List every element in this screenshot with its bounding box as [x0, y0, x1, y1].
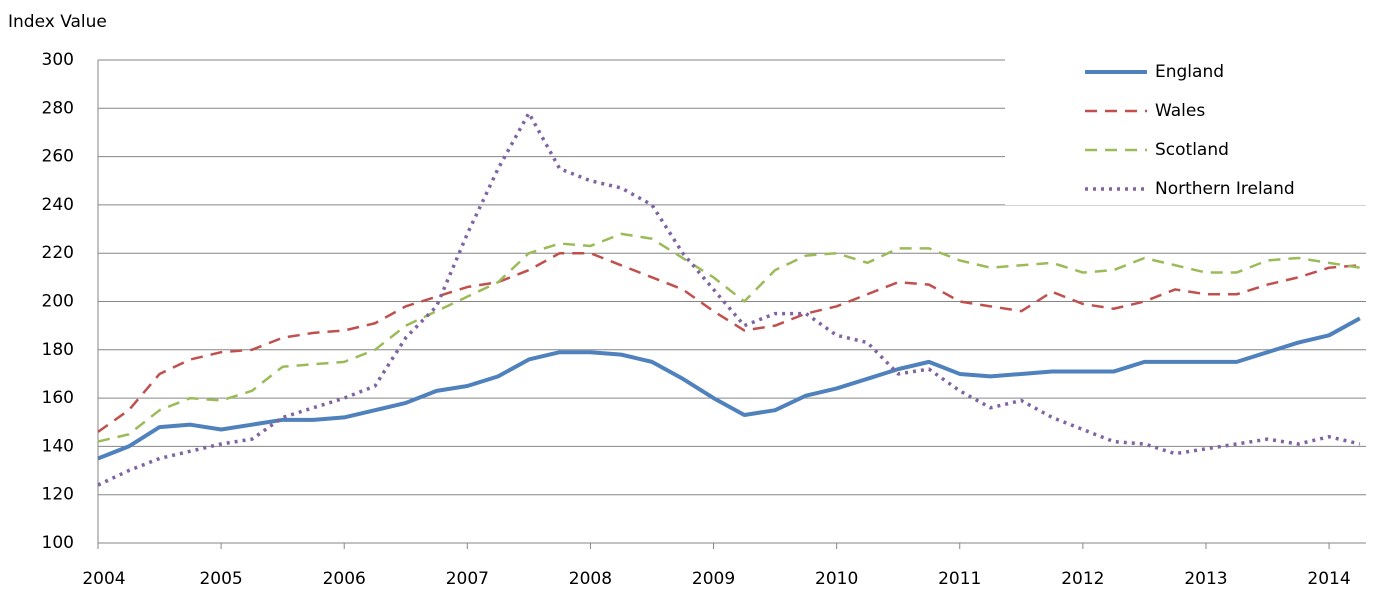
- y-tick-label: 260: [42, 147, 74, 167]
- x-tick-label: 2013: [1184, 569, 1227, 589]
- series-line: [97, 232, 1361, 443]
- series-line: [97, 316, 1361, 461]
- x-tick-label: 2012: [1061, 569, 1104, 589]
- x-tick-label: 2006: [323, 569, 366, 589]
- x-tick-label: 2014: [1307, 569, 1350, 589]
- x-tick-label: 2009: [692, 569, 735, 589]
- legend-label: Northern Ireland: [1155, 179, 1295, 199]
- legend-label: Wales: [1155, 101, 1205, 121]
- y-tick-label: 160: [42, 388, 74, 408]
- x-tick-label: 2011: [938, 569, 981, 589]
- x-tick-label: 2010: [815, 569, 858, 589]
- x-tick-label: 2008: [569, 569, 612, 589]
- legend-box: [1005, 55, 1366, 205]
- legend-label: England: [1155, 62, 1224, 82]
- y-tick-label: 100: [42, 533, 74, 553]
- y-tick-label: 280: [42, 98, 74, 118]
- x-tick-label: 2007: [446, 569, 489, 589]
- x-tick-label: 2004: [82, 569, 125, 589]
- y-tick-label: 300: [42, 50, 74, 70]
- series-line: [97, 251, 1360, 433]
- y-tick-label: 220: [42, 243, 74, 263]
- y-tick-label: 240: [42, 195, 74, 215]
- y-axis-label: Index Value: [8, 12, 107, 32]
- legend-label: Scotland: [1155, 140, 1229, 160]
- y-tick-label: 180: [42, 340, 74, 360]
- x-tick-label: 2005: [199, 569, 242, 589]
- y-tick-label: 200: [42, 292, 74, 312]
- series-line: [97, 111, 1361, 487]
- y-tick-label: 120: [42, 485, 74, 505]
- y-tick-label: 140: [42, 436, 74, 456]
